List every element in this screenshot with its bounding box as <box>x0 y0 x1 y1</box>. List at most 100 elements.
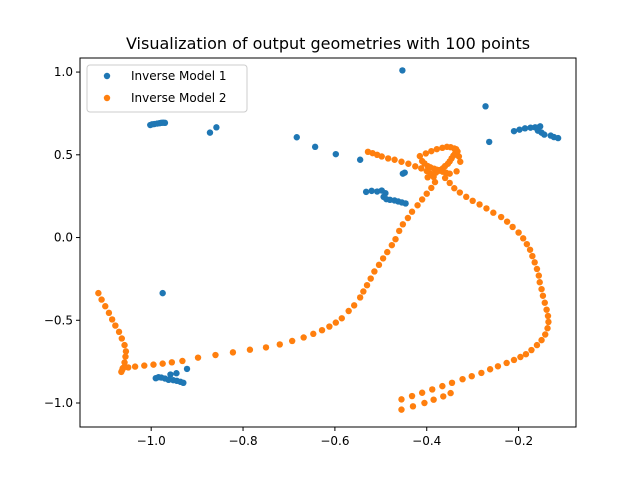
data-point <box>423 190 430 197</box>
data-point <box>391 156 398 163</box>
data-point <box>212 351 219 359</box>
data-point <box>332 150 340 158</box>
data-point <box>469 197 476 204</box>
data-point <box>486 138 493 146</box>
data-point <box>414 202 421 209</box>
data-point <box>408 392 416 400</box>
data-point <box>446 179 453 187</box>
data-point <box>503 218 511 225</box>
data-point <box>544 325 551 332</box>
data-point <box>392 235 399 243</box>
points-layer <box>95 67 562 413</box>
data-point <box>408 208 416 215</box>
data-point <box>310 330 317 338</box>
data-point <box>379 255 387 262</box>
data-point <box>490 209 497 216</box>
data-point <box>517 353 524 361</box>
y-tick-label: 0.5 <box>54 148 73 162</box>
data-point <box>418 196 426 203</box>
data-point <box>179 357 186 365</box>
data-point <box>476 201 483 208</box>
data-point <box>318 327 326 334</box>
data-point <box>371 268 378 275</box>
data-point <box>388 241 396 249</box>
data-point <box>412 163 419 170</box>
data-point <box>402 200 409 207</box>
data-point <box>456 189 464 196</box>
data-point <box>173 370 180 377</box>
data-point <box>457 158 464 165</box>
data-point <box>141 362 148 369</box>
data-point <box>399 67 406 74</box>
data-point <box>439 144 446 152</box>
data-point <box>399 221 407 228</box>
data-point <box>429 386 436 393</box>
data-point <box>541 299 548 306</box>
data-point <box>405 160 412 167</box>
data-point <box>206 129 214 136</box>
data-point <box>121 341 128 349</box>
data-point <box>125 364 132 371</box>
data-point <box>384 155 392 162</box>
data-point <box>395 227 403 235</box>
data-point <box>535 272 542 279</box>
data-point <box>554 134 562 142</box>
chart-title: Visualization of output geometries with … <box>126 34 530 53</box>
data-point <box>213 124 220 131</box>
data-point <box>510 356 518 364</box>
data-point <box>447 389 454 397</box>
data-point <box>183 365 191 373</box>
data-point <box>441 174 449 182</box>
data-point <box>167 371 174 378</box>
data-point <box>448 379 456 387</box>
data-point <box>543 306 550 313</box>
data-point <box>194 354 202 361</box>
data-point <box>483 205 490 212</box>
data-point <box>453 168 460 175</box>
data-point <box>433 145 441 153</box>
data-point <box>326 323 333 330</box>
data-point <box>338 315 345 322</box>
data-point <box>159 289 166 297</box>
y-tick-label: 0.0 <box>54 231 73 245</box>
data-point <box>529 252 536 260</box>
ticks-layer: −1.0 −0.8 −0.6 −0.4 −0.2 −1.0 −0.5 0.0 0.5 1.0 <box>44 65 533 448</box>
data-point <box>168 359 176 366</box>
data-point <box>533 341 541 349</box>
data-point <box>120 364 127 371</box>
data-point <box>542 331 549 338</box>
data-point <box>536 279 543 286</box>
data-point <box>363 281 371 289</box>
data-point <box>455 153 463 160</box>
legend-marker-series-2 <box>103 94 111 102</box>
data-point <box>288 337 296 345</box>
data-point <box>468 373 475 380</box>
data-point <box>494 363 502 370</box>
data-point <box>364 148 372 156</box>
data-point <box>159 360 166 367</box>
x-tick-label: −0.8 <box>228 434 257 448</box>
data-point <box>384 248 391 256</box>
data-point <box>121 359 128 366</box>
data-point <box>522 350 530 358</box>
data-point <box>442 169 450 177</box>
data-point <box>421 399 428 407</box>
data-point <box>246 346 254 353</box>
data-point <box>105 309 113 317</box>
plot-area <box>80 58 576 427</box>
data-point <box>98 296 105 303</box>
data-point <box>459 375 466 383</box>
data-point <box>545 318 552 326</box>
x-tick-label: −0.6 <box>320 434 349 448</box>
data-point <box>519 235 527 242</box>
legend-label-series-1: Inverse Model 1 <box>131 69 227 83</box>
data-point <box>165 376 172 384</box>
data-point <box>368 187 375 195</box>
legend: Inverse Model 1 Inverse Model 2 <box>86 64 248 113</box>
data-point <box>276 341 283 348</box>
data-point <box>428 184 435 192</box>
legend-label-series-2: Inverse Model 2 <box>131 91 227 105</box>
data-point <box>95 289 102 297</box>
data-point <box>463 193 470 201</box>
